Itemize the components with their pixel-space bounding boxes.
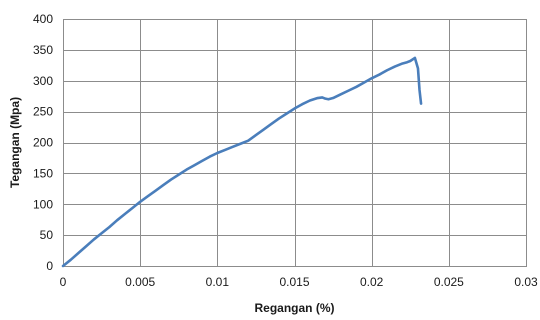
x-tick-label: 0.02: [360, 275, 384, 289]
x-tick-label: 0.015: [279, 275, 309, 289]
y-tick-label: 400: [33, 12, 53, 26]
x-tick-label: 0.025: [434, 275, 464, 289]
y-tick-label: 300: [33, 74, 53, 88]
y-axis-tick-labels: 0 50 100 150 200 250 300 350 400: [33, 12, 53, 273]
y-tick-label: 150: [33, 166, 53, 180]
y-axis-title: Tegangan (Mpa): [8, 97, 22, 188]
y-tick-label: 50: [40, 228, 54, 242]
y-tick-label: 200: [33, 136, 53, 150]
x-axis-title: Regangan (%): [254, 301, 334, 315]
x-axis-tick-labels: 0 0.005 0.01 0.015 0.02 0.025 0.03: [60, 275, 538, 289]
x-tick-label: 0: [60, 275, 67, 289]
y-tick-label: 250: [33, 105, 53, 119]
gridlines: [63, 19, 527, 267]
stress-strain-curve: [61, 56, 423, 268]
x-tick-label: 0.005: [125, 275, 155, 289]
x-tick-label: 0.03: [514, 275, 538, 289]
plot-area-frame: [63, 19, 527, 267]
y-tick-label: 0: [46, 259, 53, 273]
x-tick-label: 0.01: [206, 275, 230, 289]
y-tick-label: 350: [33, 43, 53, 57]
y-tick-label: 100: [33, 197, 53, 211]
